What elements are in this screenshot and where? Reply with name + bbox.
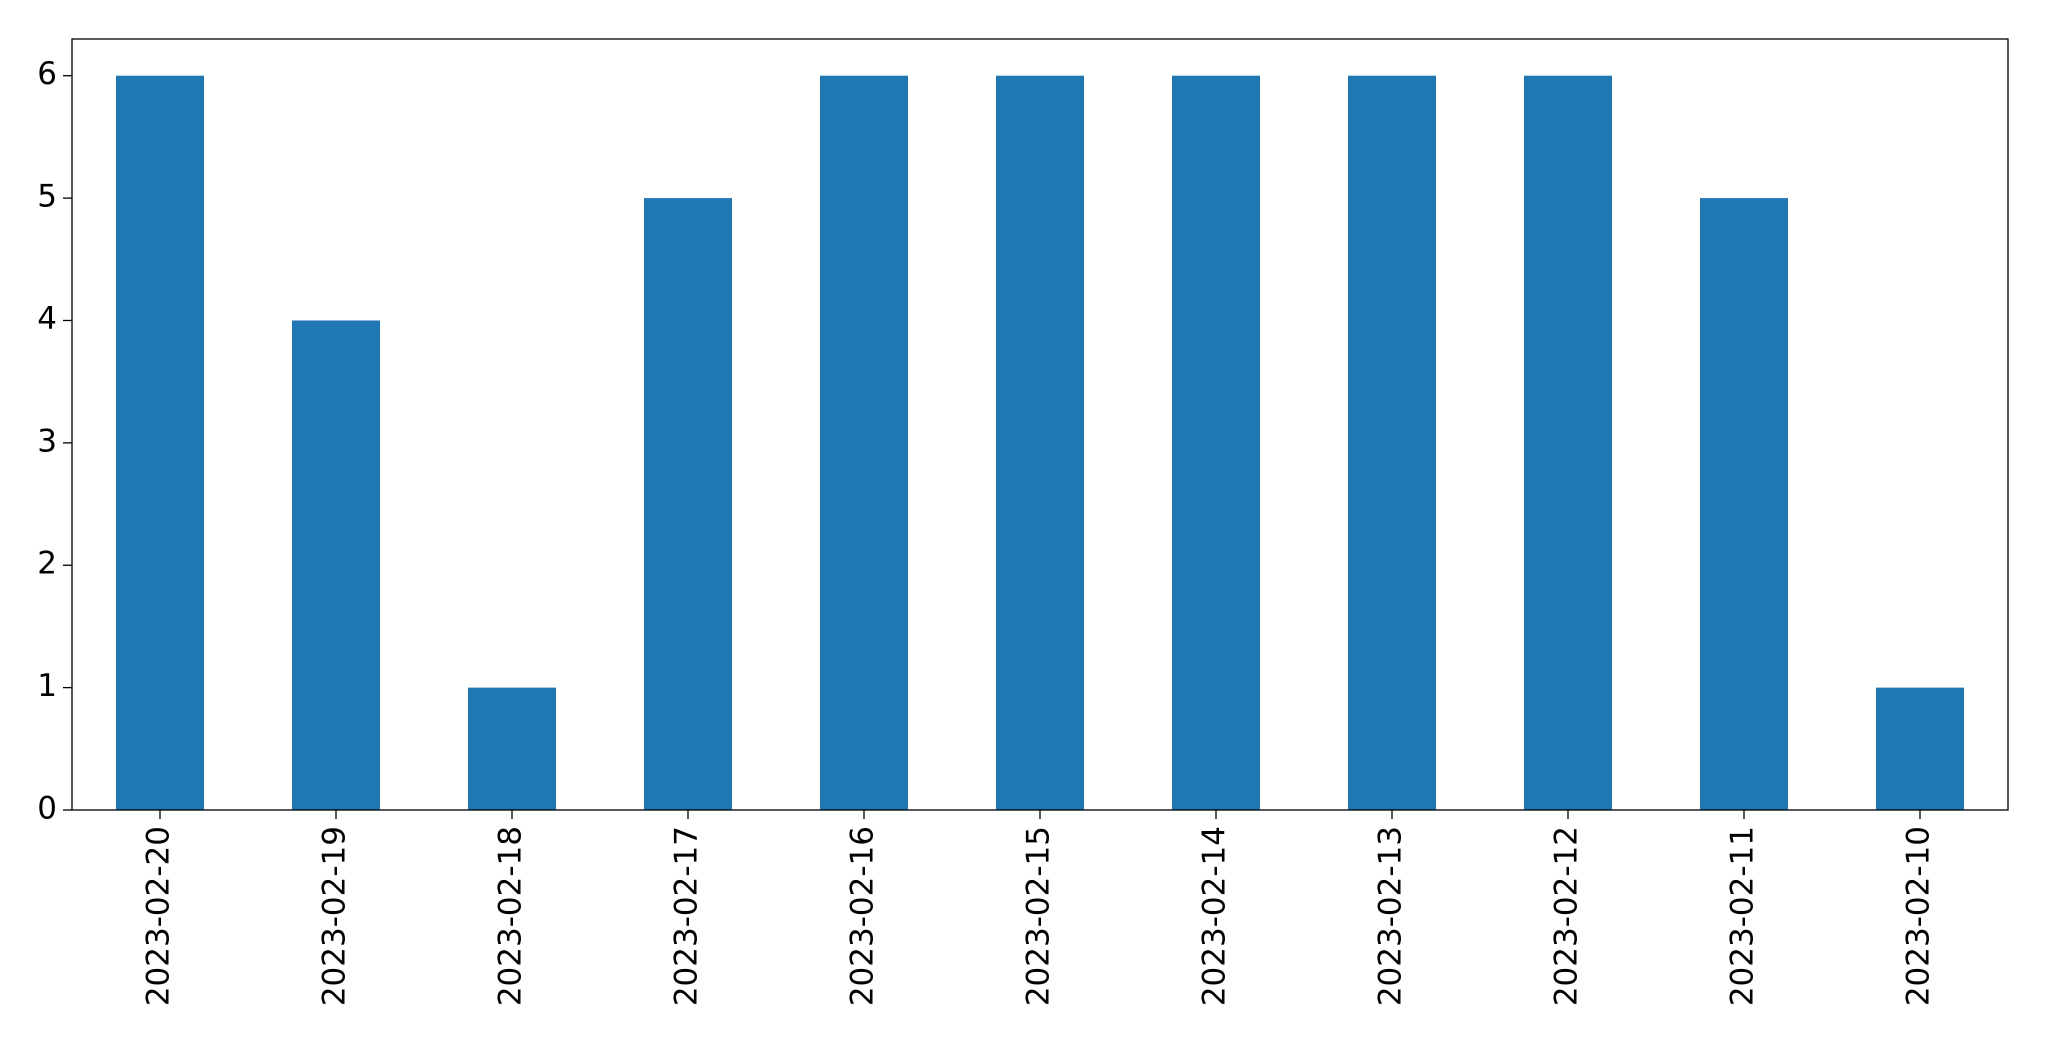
bar (1348, 75, 1436, 810)
x-tick-label: 2023-02-20 (141, 826, 177, 1006)
bar (292, 320, 380, 810)
bar (1876, 687, 1964, 810)
bar (1524, 75, 1612, 810)
x-tick-label: 2023-02-10 (1901, 826, 1937, 1006)
x-tick-label: 2023-02-17 (669, 826, 705, 1006)
x-tick-label: 2023-02-11 (1725, 826, 1761, 1006)
bar (996, 75, 1084, 810)
y-tick-label: 6 (37, 56, 57, 92)
x-tick-label: 2023-02-18 (493, 826, 529, 1006)
bar (468, 687, 556, 810)
y-tick-label: 1 (37, 668, 57, 704)
y-tick-label: 0 (37, 791, 57, 827)
bar (1700, 198, 1788, 811)
x-tick-label: 2023-02-13 (1373, 826, 1409, 1006)
x-tick-label: 2023-02-19 (317, 826, 353, 1006)
x-tick-label: 2023-02-14 (1197, 826, 1233, 1006)
x-tick-label: 2023-02-15 (1021, 826, 1057, 1006)
bar (1172, 75, 1260, 810)
bar (116, 75, 204, 810)
x-tick-label: 2023-02-16 (845, 826, 881, 1006)
y-tick-label: 4 (37, 301, 57, 337)
plot-frame (71, 38, 2009, 811)
x-tick-label: 2023-02-12 (1549, 826, 1585, 1006)
y-tick-label: 3 (37, 423, 57, 459)
y-tick-label: 2 (37, 546, 57, 582)
bar (644, 198, 732, 811)
y-tick-label: 5 (37, 179, 57, 215)
bar (820, 75, 908, 810)
